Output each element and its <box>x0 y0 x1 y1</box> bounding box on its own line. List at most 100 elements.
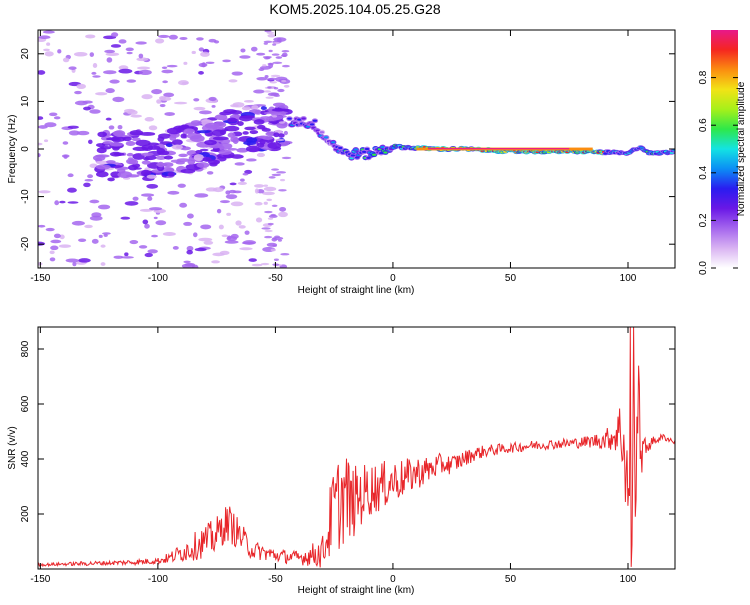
spectrogram-noise-blob <box>67 187 77 193</box>
spectrogram-noise-blob <box>45 227 55 232</box>
spectrogram-noise-blob <box>240 178 245 182</box>
spectrogram-noise-blob <box>42 30 55 34</box>
spectrogram-noise-blob <box>172 246 179 250</box>
spectrogram-cloud-blob <box>224 125 240 132</box>
spectrogram-noise-blob <box>263 201 268 205</box>
spectrogram-column-blob <box>278 189 287 192</box>
spectrogram-xlabel: Height of straight line (km) <box>298 285 415 296</box>
spectrogram-noise-blob <box>68 130 80 136</box>
spectrogram-noise-blob <box>120 216 131 220</box>
spectrogram-column-blob <box>280 253 290 256</box>
spectrogram-noise-blob <box>226 212 232 216</box>
spectrogram-noise-blob <box>186 245 194 252</box>
spectrogram-noise-blob <box>139 208 153 212</box>
spectrogram-noise-blob <box>44 51 54 57</box>
spectrogram-cloud-blob <box>157 161 165 168</box>
spectrogram-column-blob <box>263 184 269 187</box>
spectrogram-noise-blob <box>84 224 93 229</box>
spectrogram-cloud-blob <box>197 130 211 134</box>
spectrogram-noise-blob <box>148 207 163 211</box>
spectrogram-noise-blob <box>138 245 148 249</box>
spectrogram-noise-blob <box>151 234 158 238</box>
spectrogram-cloud-blob <box>110 136 126 142</box>
spectrogram-noise-blob <box>159 103 166 108</box>
spectrogram-cloud-blob <box>175 160 186 165</box>
spectrogram-ridge-point <box>312 119 318 122</box>
spectrogram-cloud-blob <box>251 105 259 110</box>
spectrogram-noise-blob <box>219 250 230 255</box>
spectrogram-column-blob <box>264 210 273 214</box>
spectrogram-noise-blob <box>216 208 222 214</box>
spectrogram-column-blob <box>279 142 287 145</box>
snr-background <box>38 327 675 569</box>
spectrogram-noise-blob <box>103 70 117 75</box>
spectrogram-cloud-blob <box>167 171 175 177</box>
spectrogram-noise-blob <box>253 89 265 94</box>
spectrogram-noise-blob <box>199 148 209 152</box>
spectrogram-ylabel: Frequency (Hz) <box>7 115 18 184</box>
spectrogram-noise-blob <box>84 178 94 182</box>
spectrogram-noise-blob <box>161 66 168 70</box>
spectrogram-cloud-blob <box>122 136 132 142</box>
spectrogram-noise-blob <box>87 174 94 179</box>
spectrogram-noise-blob <box>198 71 204 75</box>
spectrogram-column-blob <box>271 168 279 171</box>
colorbar-label: Normalized spectral amplitude <box>736 81 747 216</box>
snr-ytick-label: 400 <box>20 450 31 467</box>
spectrogram-ridge-point <box>297 118 302 121</box>
spectrogram-noise-blob <box>38 70 46 75</box>
spectrogram-noise-blob <box>141 193 155 197</box>
spectrogram-noise-blob <box>138 69 152 76</box>
spectrogram-noise-blob <box>78 258 91 263</box>
spectrogram-noise-blob <box>234 162 245 166</box>
spectrogram-xtick-label: 100 <box>620 273 637 284</box>
spectrogram-peak-band <box>428 148 570 150</box>
spectrogram-column-blob <box>274 235 280 238</box>
spectrogram-noise-blob <box>97 204 111 210</box>
spectrogram-xtick-label: -50 <box>268 273 283 284</box>
spectrogram-marks <box>38 30 675 268</box>
spectrogram-column-blob <box>272 115 278 118</box>
snr-xlabel: Height of straight line (km) <box>298 585 415 596</box>
spectrogram-noise-blob <box>283 130 288 136</box>
spectrogram-noise-blob <box>85 34 96 39</box>
spectrogram-column-blob <box>261 227 271 230</box>
spectrogram-cloud-blob <box>273 132 280 138</box>
spectrogram-cloud-blob <box>196 162 210 168</box>
spectrogram-noise-blob <box>167 190 180 195</box>
spectrogram-noise-blob <box>183 221 193 226</box>
spectrogram-ridge-point <box>338 146 343 150</box>
spectrogram-ytick-label: -20 <box>20 237 31 252</box>
spectrogram-cloud-blob <box>180 133 187 139</box>
spectrogram-xtick-label: 50 <box>505 273 517 284</box>
spectrogram-ridge-point <box>331 141 336 144</box>
spectrogram-cloud-blob <box>143 157 150 161</box>
spectrogram-column-blob <box>264 57 270 60</box>
spectrogram-noise-blob <box>191 50 196 55</box>
spectrogram-noise-blob <box>227 235 232 240</box>
spectrogram-noise-blob <box>264 74 269 79</box>
spectrogram-noise-blob <box>135 41 147 45</box>
spectrogram-cloud-blob <box>185 122 201 127</box>
spectrogram-cloud-blob <box>267 142 282 150</box>
spectrogram-noise-blob <box>38 142 43 146</box>
spectrogram-noise-blob <box>78 238 87 242</box>
spectrogram-cloud-blob <box>242 115 256 119</box>
spectrogram-noise-blob <box>89 163 98 169</box>
spectrogram-cloud-blob <box>95 171 109 178</box>
spectrogram-cloud-blob <box>278 133 285 138</box>
spectrogram-noise-blob <box>211 104 216 108</box>
snr-xtick-label: 50 <box>505 574 517 585</box>
spectrogram-noise-blob <box>146 183 159 189</box>
spectrogram-noise-blob <box>98 234 103 238</box>
spectrogram-cloud-blob <box>95 164 111 170</box>
spectrogram-noise-blob <box>240 48 246 53</box>
spectrogram-noise-blob <box>267 34 276 38</box>
snr-ytick-label: 200 <box>20 505 31 522</box>
spectrogram-noise-blob <box>38 241 46 246</box>
spectrogram-noise-blob <box>183 260 191 264</box>
spectrogram-cloud-blob <box>187 159 196 165</box>
spectrogram-column-blob <box>270 213 276 217</box>
